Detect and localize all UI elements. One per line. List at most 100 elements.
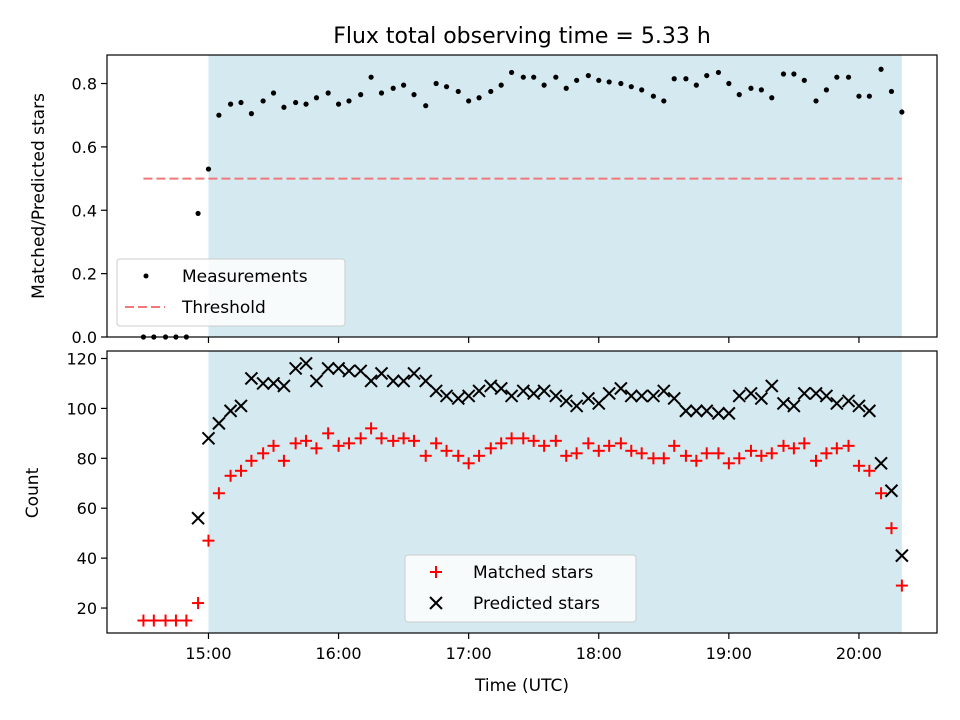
matched-star-point [169,614,182,627]
matched-star-point [332,439,345,452]
predicted-star-point [841,394,856,408]
measurement-point [455,88,461,95]
matched-star-point [777,439,790,452]
measurement-point [553,74,559,80]
measurement-point [281,104,287,110]
matched-star-point [484,442,497,455]
matched-star-point [733,452,746,465]
bottom-x-axis-ticks: 15:00 16:00 17:00 18:00 19:00 20:00 [185,633,882,663]
predicted-star-point [527,386,541,401]
matched-star-point [560,449,573,462]
measurement-point [888,88,895,95]
measurement-point [411,92,417,98]
predicted-star-point [797,386,812,401]
predicted-star-point [614,381,628,396]
measurement-point [661,98,667,104]
predicted-star-point [201,431,216,446]
measurement-point [618,80,624,87]
matched-star-point [224,469,237,482]
measurement-point [303,101,309,107]
x-tick-label: 20:00 [836,644,882,663]
measurements-legend-label: Measurements [182,267,308,287]
measurement-point [325,90,331,96]
predicted-star-point [646,389,661,403]
predicted-star-point [809,386,823,401]
predicted-star-point [223,404,238,418]
measurement-point [780,71,787,77]
predicted-star-point [689,404,704,418]
x-tick-label: 15:00 [185,644,231,663]
measurement-point [508,69,515,76]
predicted-star-point [679,404,693,418]
measurement-point [650,93,656,99]
matched-star-point [430,437,443,450]
predicted-star-point [895,548,909,563]
measurement-point [443,84,450,90]
measurement-point [260,98,266,104]
matched-star-point [408,434,421,447]
matched-stars-series [137,422,908,627]
predicted-star-point [299,356,313,371]
matched-star-point [517,432,530,445]
predicted-star-point [364,374,378,388]
measurement-point [823,87,830,93]
measurement-point [693,82,699,88]
matched-star-point [277,454,290,467]
matched-stars-legend-marker [430,566,442,578]
matched-star-point [549,434,562,447]
matched-star-point [462,457,475,470]
predicted-star-point [484,379,498,393]
measurement-point [358,92,364,98]
bottom-legend: Matched stars Predicted stars [404,554,637,623]
bottom-legend-box [404,554,637,623]
matched-star-point [180,614,193,627]
predicted-star-point [277,379,291,393]
top-plot-frame [106,54,938,338]
matched-star-point [852,459,865,472]
measurement-point [748,85,754,91]
predicted-star-point [852,399,866,413]
predicted-star-point [212,416,226,431]
measurement-point [704,72,710,79]
predicted-star-point [374,366,389,381]
measurement-point [335,101,342,107]
top-y-tick-label: 0.0 [72,328,97,347]
measurement-point [401,82,407,88]
measurements-legend-marker [143,273,149,279]
predicted-star-point [657,384,671,398]
predicted-star-point [504,389,519,403]
matched-star-point [810,454,823,467]
top-y-tick-label: 0.6 [72,138,97,157]
predicted-star-point [321,361,335,376]
matched-star-point [625,444,638,457]
matched-star-point [798,437,811,450]
predicted-star-point [342,364,356,378]
measurements-series [140,66,905,340]
predicted-star-point [266,376,281,391]
measurement-point [563,85,569,91]
matched-star-point [419,449,432,462]
predicted-star-point [559,394,573,408]
top-y-axis-ticks: 0.0 0.2 0.4 0.6 0.8 [72,75,107,347]
measurement-point [813,98,819,104]
predicted-star-point [667,391,681,406]
matched-star-point [582,437,595,450]
bottom-y-axis-label: Count [23,467,43,518]
bottom-panel: 20 40 60 80 100 120 15:00 16:00 17:00 18:00 19:00… [23,349,938,696]
measurement-point [520,74,526,80]
measurement-point [270,90,277,96]
measurement-point [628,84,634,90]
matched-star-point [202,534,215,547]
top-panel: 0.00.20.40.60.8 Matched/Predicted stars … [29,54,938,347]
bottom-y-tick-label: 80 [77,449,97,468]
predicted-star-point [472,384,486,398]
predicted-star-point [256,376,270,391]
measurement-point [488,88,494,95]
measurement-point [715,69,722,76]
matched-star-point [257,447,270,460]
top-y-tick-label: 0.4 [72,201,97,220]
predicted-star-point [787,399,801,413]
matched-star-point [885,522,898,535]
predicted-star-point [592,396,606,411]
measurement-point [498,82,504,88]
